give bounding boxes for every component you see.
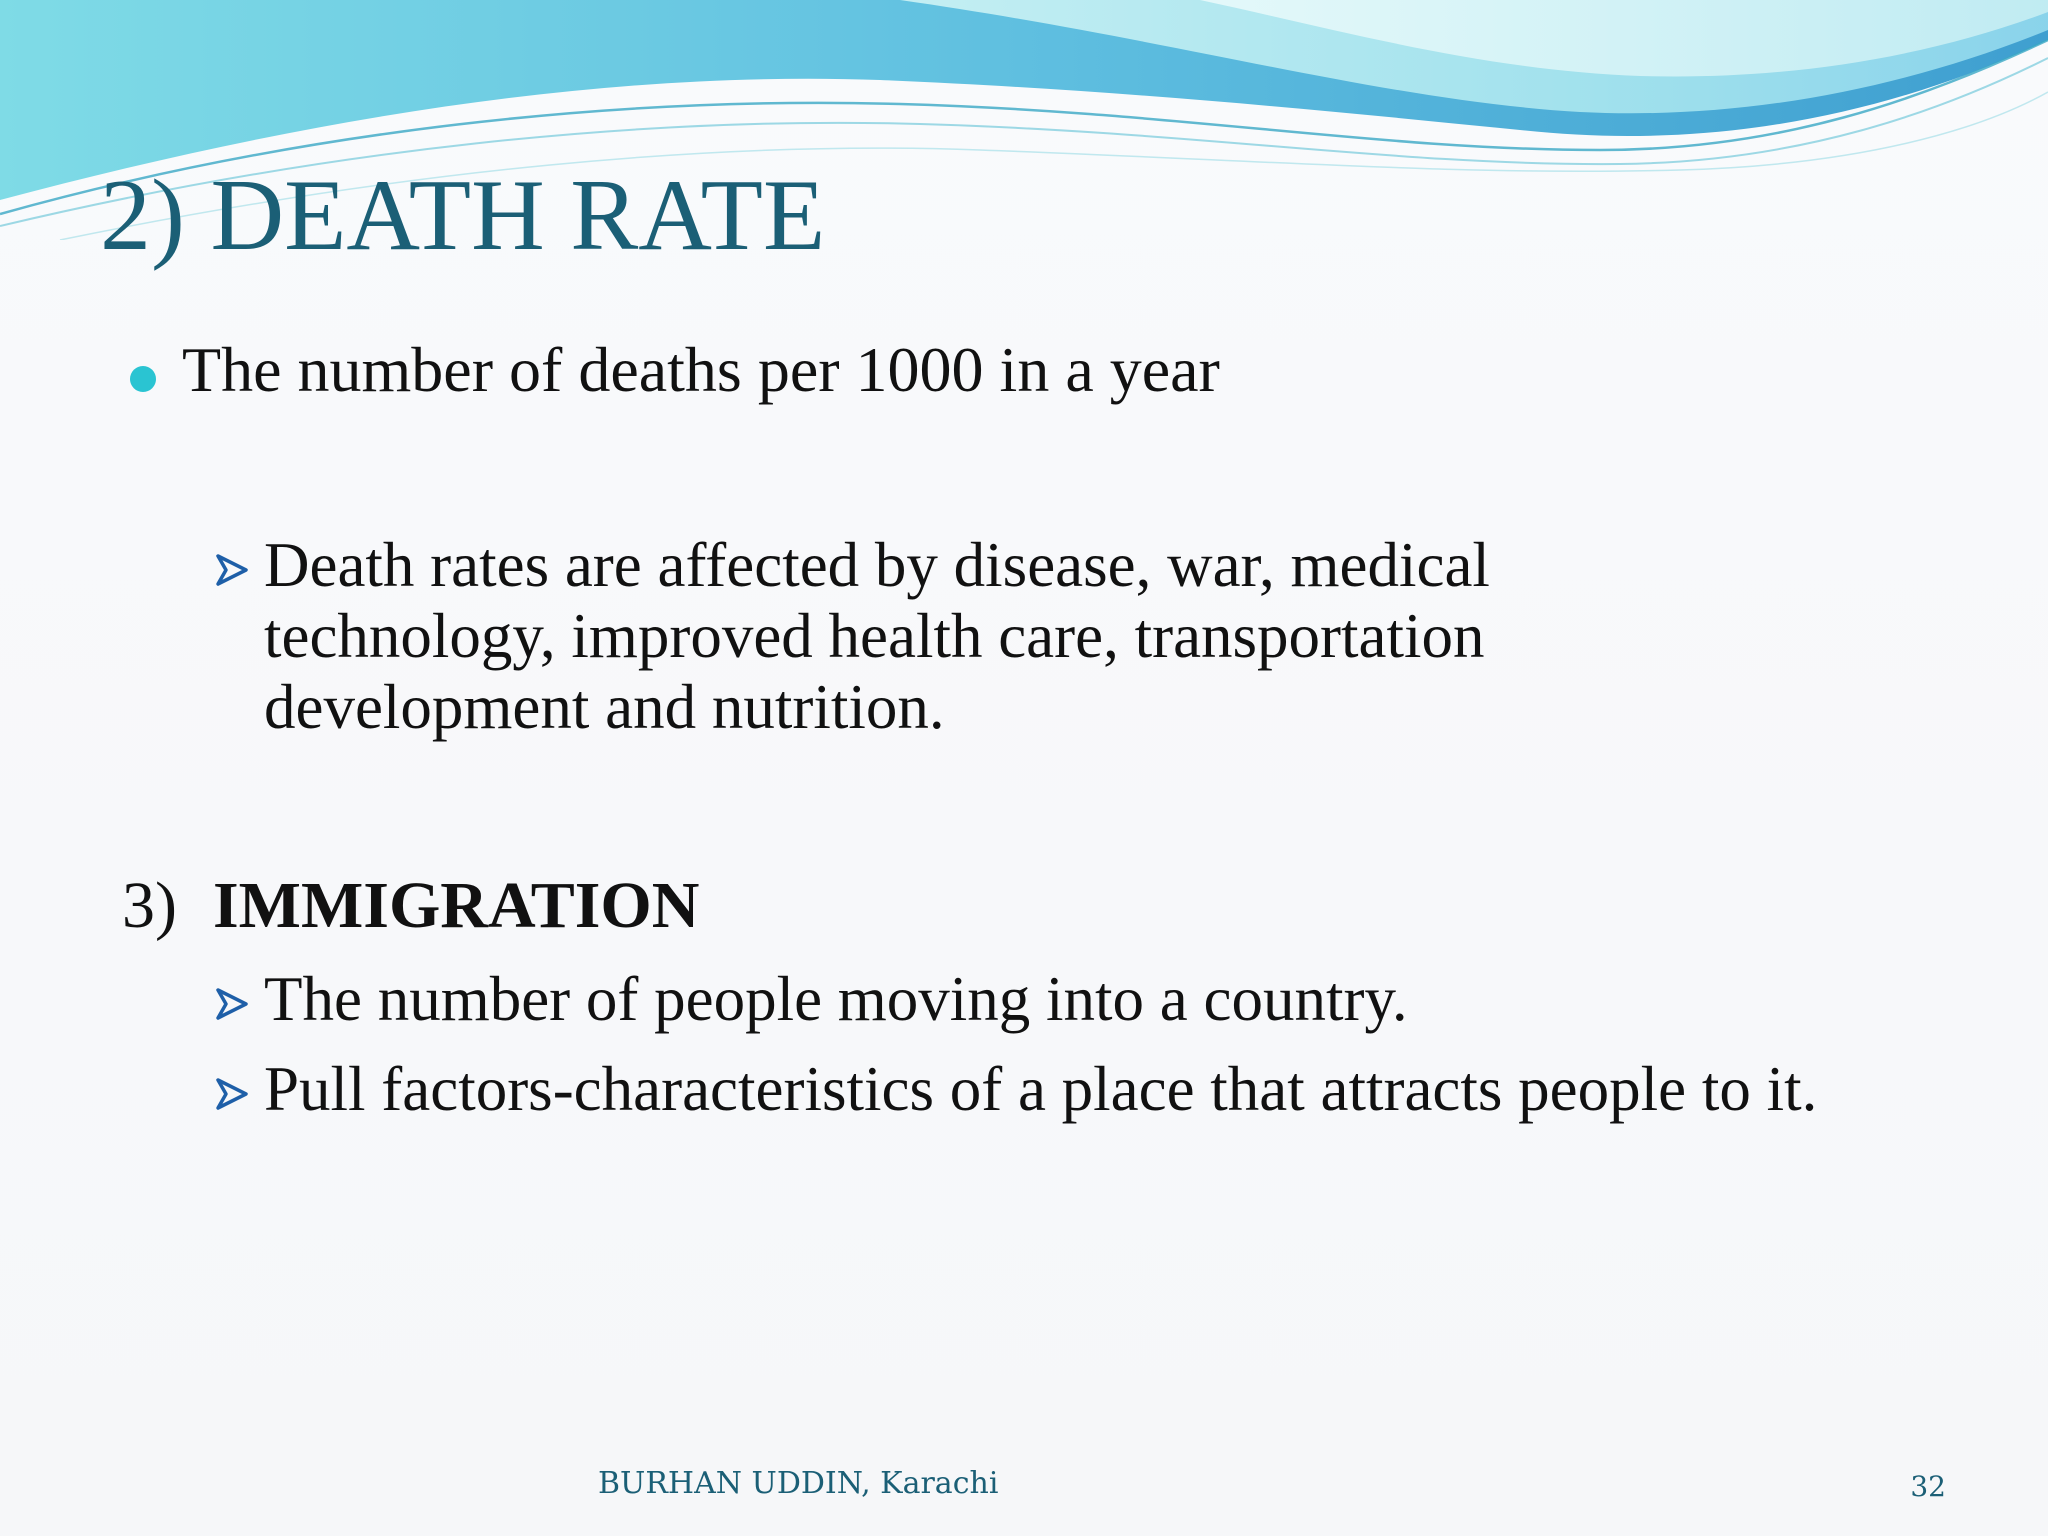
footer-author: BURHAN UDDIN, Karachi [598, 1466, 999, 1501]
sub-bullet-pull-factors: Pull factors-characteristics of a place … [214, 1054, 1854, 1125]
section-number: 3) [122, 869, 177, 942]
sub-bullet-death-rate-factors: Death rates are affected by disease, war… [214, 530, 1644, 744]
bullet-death-rate-definition: The number of deaths per 1000 in a year [130, 332, 1220, 408]
section-heading-immigration: 3) IMMIGRATION [122, 866, 699, 945]
sub-bullet-text: Pull factors-characteristics of a place … [264, 1054, 1818, 1124]
arrow-bullet-icon [216, 554, 248, 586]
sub-bullet-text: The number of people moving into a count… [264, 964, 1408, 1034]
page-number: 32 [1910, 1470, 1946, 1503]
dot-bullet-icon [130, 366, 156, 392]
section-label: IMMIGRATION [212, 869, 700, 942]
sub-bullet-text: Death rates are affected by disease, war… [264, 530, 1490, 743]
slide-title: 2) DEATH RATE [100, 159, 826, 272]
arrow-bullet-icon [216, 1078, 248, 1110]
arrow-bullet-icon [216, 988, 248, 1020]
sub-bullet-immigration-definition: The number of people moving into a count… [214, 964, 1854, 1035]
header-wave-decoration [0, 0, 2048, 240]
bullet-text: The number of deaths per 1000 in a year [182, 334, 1220, 405]
